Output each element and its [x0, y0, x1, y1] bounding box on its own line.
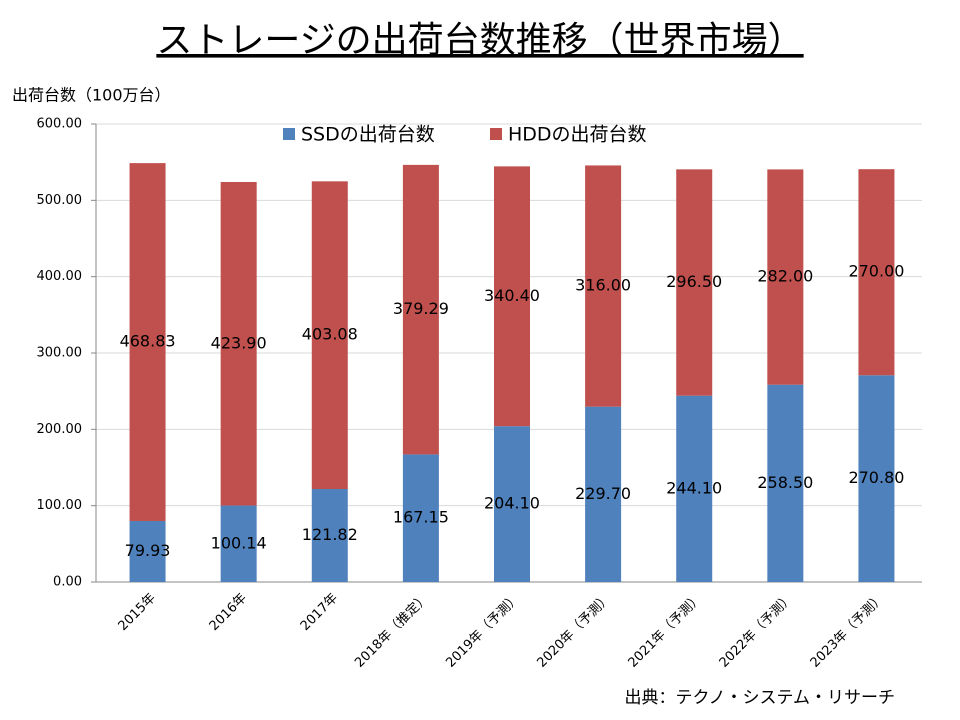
value-label: 229.70 — [575, 484, 631, 503]
y-tick-label: 100.00 — [37, 498, 83, 513]
value-label: 340.40 — [484, 286, 540, 305]
value-label: 258.50 — [757, 473, 813, 492]
bar-segment — [220, 181, 257, 506]
x-tick-label: 2017年 — [298, 591, 341, 634]
y-axis-label: 出荷台数（100万台） — [12, 86, 171, 105]
y-tick-label: 0.00 — [53, 575, 82, 590]
bar-segment — [767, 169, 804, 385]
y-tick-label: 200.00 — [37, 422, 83, 437]
y-tick-label: 400.00 — [37, 269, 83, 284]
bar-segment — [676, 395, 713, 582]
x-tick-label: 2015年 — [116, 591, 159, 634]
bar-segment — [311, 489, 348, 582]
x-tick-label: 2016年 — [207, 591, 250, 634]
value-label: 316.00 — [575, 276, 631, 295]
value-label: 204.10 — [484, 494, 540, 513]
x-tick-label: 2019年（予測） — [443, 591, 523, 671]
bar-segment — [585, 165, 622, 407]
bar-segment — [494, 426, 530, 582]
bar-segment — [858, 375, 895, 582]
y-tick-label: 300.00 — [37, 346, 83, 361]
x-tick-label: 2022年（予測） — [717, 591, 797, 671]
value-label: 468.83 — [120, 332, 176, 351]
legend-swatch — [283, 128, 295, 140]
source-note: 出典：テクノ・システム・リサーチ — [625, 688, 895, 708]
bar-segment — [494, 166, 530, 427]
value-label: 379.29 — [393, 299, 449, 318]
legend-swatch — [490, 128, 502, 140]
bar-segment — [767, 384, 804, 582]
legend-label: HDDの出荷台数 — [508, 124, 647, 146]
value-label: 403.08 — [302, 325, 358, 344]
x-tick-label: 2018年（推定） — [352, 591, 432, 671]
x-tick-label: 2023年（予測） — [808, 591, 888, 671]
bar-segment — [858, 169, 895, 376]
bar-segment — [676, 169, 713, 396]
bar-segment — [220, 505, 257, 582]
bar-segment — [585, 406, 622, 582]
bar-segment — [129, 163, 166, 521]
value-label: 100.14 — [211, 533, 267, 552]
y-tick-label: 600.00 — [37, 117, 83, 132]
y-tick-label: 500.00 — [37, 193, 83, 208]
value-label: 270.80 — [848, 468, 904, 487]
x-tick-label: 2021年（予測） — [626, 591, 706, 671]
value-label: 167.15 — [393, 508, 449, 527]
value-label: 423.90 — [211, 333, 267, 352]
value-label: 296.50 — [666, 272, 722, 291]
chart-title: ストレージの出荷台数推移（世界市場） — [156, 20, 803, 61]
value-label: 121.82 — [302, 525, 358, 544]
value-label: 282.00 — [757, 267, 813, 286]
bar-segment — [402, 454, 439, 582]
value-label: 270.00 — [848, 262, 904, 281]
legend-label: SSDの出荷台数 — [301, 124, 435, 146]
bar-segment — [311, 181, 348, 490]
value-label: 244.10 — [666, 478, 722, 497]
bar-segment — [402, 164, 439, 455]
bar-segment — [129, 520, 166, 582]
value-label: 79.93 — [125, 541, 171, 560]
x-tick-label: 2020年（予測） — [534, 591, 614, 671]
